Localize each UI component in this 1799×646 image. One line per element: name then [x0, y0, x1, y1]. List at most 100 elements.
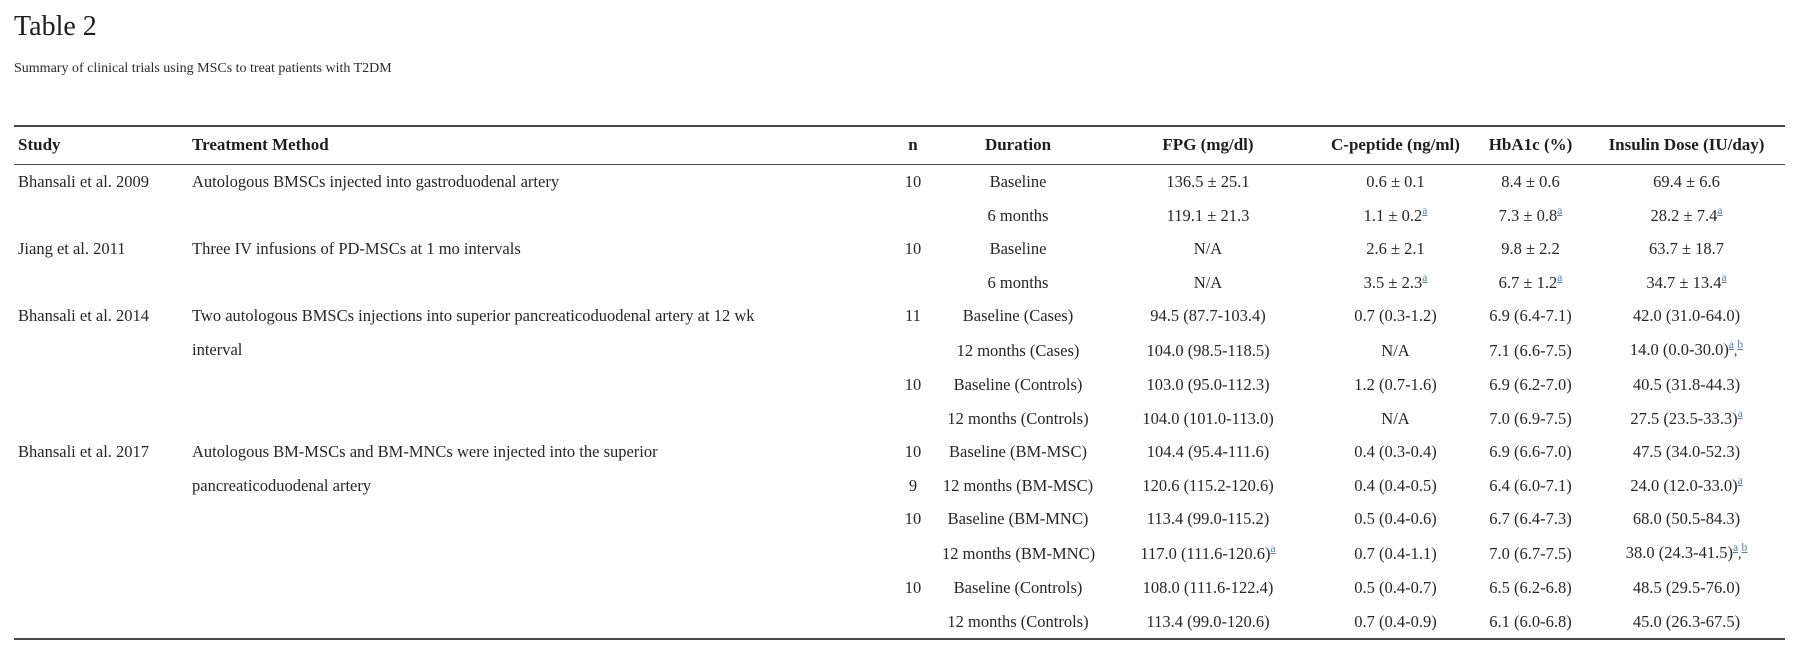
cell-fpg: 136.5 ± 25.1: [1166, 172, 1250, 192]
cell-treatment: Autologous BMSCs injected into gastroduo…: [192, 172, 560, 192]
clinical-trials-table: Study Treatment Method n Duration FPG (m…: [14, 124, 1785, 641]
column-header-treatment: Treatment Method: [188, 125, 888, 166]
cell-study: Bhansali et al. 2009: [18, 172, 150, 192]
cell-insulin-dose: 63.7 ± 18.7: [1648, 239, 1725, 259]
cell-treatment: Autologous BM-MSCs and BM-MNCs were inje…: [192, 442, 658, 495]
cell-duration: Baseline: [989, 172, 1047, 192]
cell-c-peptide: N/A: [1381, 340, 1410, 360]
footnote-separator: ,: [1738, 546, 1742, 562]
cell-hba1c: 6.1 (6.0-6.8): [1489, 611, 1572, 631]
cell-study: Bhansali et al. 2014: [18, 306, 150, 326]
cell-insulin-dose: 40.5 (31.8-44.3): [1632, 375, 1741, 395]
cell-insulin-dose: 24.0 (12.0-33.0)a: [1630, 474, 1743, 495]
cell-fpg: 104.0 (101.0-113.0): [1142, 408, 1274, 428]
cell-fpg: 113.4 (99.0-120.6): [1146, 611, 1270, 631]
cell-c-peptide: 0.7 (0.4-0.9): [1354, 611, 1437, 631]
cell-duration: Baseline: [989, 239, 1047, 259]
cell-n: 10: [904, 509, 922, 529]
cell-c-peptide: 0.4 (0.4-0.5): [1354, 475, 1437, 495]
footnote-link-a[interactable]: a: [1737, 474, 1743, 487]
column-header-fpg: FPG (mg/dl): [1098, 125, 1318, 166]
column-header-insulin-dose: Insulin Dose (IU/day): [1588, 125, 1785, 166]
cell-c-peptide: 1.2 (0.7-1.6): [1354, 375, 1437, 395]
cell-insulin-dose: 28.2 ± 7.4a: [1650, 204, 1723, 225]
table-row: Bhansali et al. 2017 Autologous BM-MSCs a…: [14, 435, 1785, 495]
header-row: Study Treatment Method n Duration FPG (m…: [14, 125, 1785, 166]
cell-duration: 6 months: [987, 205, 1049, 225]
cell-duration: 12 months (BM-MSC): [942, 475, 1094, 495]
footnote-link-a[interactable]: a: [1737, 407, 1743, 420]
column-header-duration: Duration: [938, 125, 1098, 166]
cell-hba1c: 6.5 (6.2-6.8): [1489, 578, 1572, 598]
cell-duration: Baseline (Controls): [953, 578, 1083, 598]
cell-n: 10: [904, 578, 922, 598]
cell-study: Jiang et al. 2011: [18, 239, 126, 259]
cell-n: [888, 266, 938, 300]
cell-fpg: 103.0 (95.0-112.3): [1146, 375, 1270, 395]
cell-fpg: N/A: [1193, 272, 1223, 292]
footnote-link-a[interactable]: a: [1557, 271, 1563, 284]
table-row: Jiang et al. 2011 Three IV infusions of P…: [14, 232, 1785, 266]
footnote-link-a[interactable]: a: [1732, 541, 1739, 554]
cell-c-peptide: 3.5 ± 2.3a: [1363, 271, 1428, 292]
table-row: 12 months (Controls) 113.4 (99.0-120.6) 0.…: [14, 605, 1785, 640]
cell-study: Bhansali et al. 2017: [18, 442, 150, 462]
cell-n: 10: [904, 375, 922, 395]
cell-hba1c: 6.9 (6.4-7.1): [1489, 306, 1572, 326]
cell-insulin-dose: 69.4 ± 6.6: [1653, 172, 1720, 192]
cell-c-peptide: 2.6 ± 2.1: [1366, 239, 1425, 259]
cell-n: [888, 199, 938, 233]
cell-c-peptide: 0.5 (0.4-0.7): [1354, 578, 1437, 598]
cell-n: 10: [904, 239, 922, 259]
cell-n: [888, 536, 938, 572]
footnote-separator: ,: [1733, 343, 1738, 359]
cell-fpg: 113.4 (99.0-115.2): [1146, 509, 1270, 529]
cell-duration: Baseline (BM-MSC): [949, 442, 1087, 462]
cell-fpg: 94.5 (87.7-103.4): [1150, 306, 1266, 326]
cell-n: [888, 333, 938, 369]
cell-hba1c: 6.7 (6.4-7.3): [1489, 509, 1572, 529]
cell-hba1c: 6.7 ± 1.2a: [1498, 271, 1563, 292]
table-body: Bhansali et al. 2009 Autologous BMSCs inj…: [14, 165, 1785, 640]
cell-fpg: 119.1 ± 21.3: [1166, 205, 1250, 225]
cell-treatment: Three IV infusions of PD-MSCs at 1 mo in…: [192, 239, 521, 259]
cell-insulin-dose: 45.0 (26.3-67.5): [1632, 611, 1741, 631]
cell-insulin-dose: 34.7 ± 13.4a: [1646, 271, 1727, 292]
footnote-link-b[interactable]: b: [1741, 541, 1748, 554]
column-header-hba1c: HbA1c (%): [1473, 125, 1588, 166]
footnote-link-a[interactable]: a: [1422, 271, 1428, 284]
cell-duration: Baseline (Controls): [953, 375, 1083, 395]
page-title: Table 2: [14, 11, 97, 42]
table-row: 6 months 119.1 ± 21.3 1.1 ± 0.2a 7.3 ± 0.8a…: [14, 199, 1785, 233]
cell-insulin-dose: 27.5 (23.5-33.3)a: [1630, 407, 1743, 428]
cell-n: 11: [905, 306, 921, 326]
cell-fpg: 117.0 (111.6-120.6)a: [1140, 542, 1276, 563]
table-row: Bhansali et al. 2009 Autologous BMSCs inj…: [14, 165, 1785, 199]
cell-c-peptide: 0.6 ± 0.1: [1366, 172, 1425, 192]
column-header-c-peptide: C-peptide (ng/ml): [1318, 125, 1473, 166]
column-header-study: Study: [14, 125, 188, 166]
cell-duration: 12 months (BM-MNC): [942, 543, 1096, 563]
cell-fpg: 104.4 (95.4-111.6): [1146, 442, 1270, 462]
footnote-link-b[interactable]: b: [1737, 338, 1744, 351]
cell-hba1c: 8.4 ± 0.6: [1501, 172, 1560, 192]
cell-hba1c: 7.1 (6.6-7.5): [1489, 340, 1572, 360]
cell-c-peptide: 0.4 (0.3-0.4): [1354, 442, 1437, 462]
cell-n: 9: [908, 475, 918, 495]
cell-duration: Baseline (BM-MNC): [947, 509, 1089, 529]
cell-hba1c: 6.9 (6.2-7.0): [1489, 375, 1572, 395]
table-row: 12 months (Controls) 104.0 (101.0-113.0) N…: [14, 402, 1785, 436]
footnote-link-a[interactable]: a: [1728, 338, 1734, 351]
cell-c-peptide: N/A: [1381, 408, 1410, 428]
cell-insulin-dose: 48.5 (29.5-76.0): [1632, 578, 1741, 598]
footnote-link-a[interactable]: a: [1270, 542, 1276, 555]
table-caption: Summary of clinical trials using MSCs to…: [14, 60, 392, 76]
footnote-link-a[interactable]: a: [1717, 204, 1723, 217]
cell-c-peptide: 0.7 (0.4-1.1): [1354, 543, 1437, 563]
table-row: 12 months (Cases) 104.0 (98.5-118.5) N/A 7.…: [14, 333, 1785, 369]
footnote-link-a[interactable]: a: [1422, 204, 1428, 217]
footnote-link-a[interactable]: a: [1721, 271, 1727, 284]
cell-hba1c: 7.3 ± 0.8a: [1498, 204, 1563, 225]
cell-insulin-dose: 42.0 (31.0-64.0): [1632, 306, 1741, 326]
footnote-link-a[interactable]: a: [1557, 204, 1563, 217]
